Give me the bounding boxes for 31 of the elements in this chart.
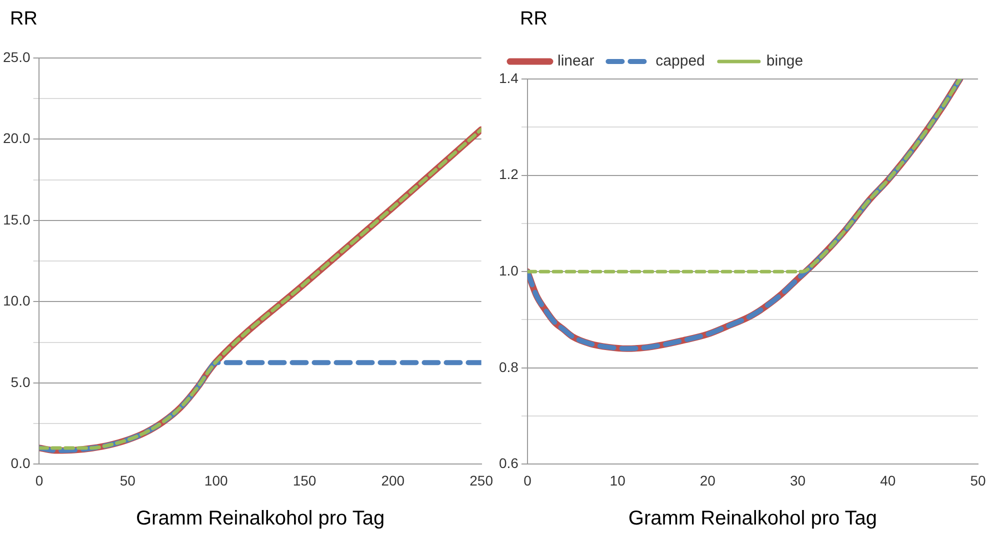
y-tick-label: 1.2: [498, 166, 519, 182]
y-axis-title: RR: [520, 8, 548, 30]
y-tick-label: 0.0: [10, 455, 30, 472]
x-tick-label: 200: [381, 472, 405, 488]
x-axis-title: Gramm Reinalkohol pro Tag: [628, 508, 878, 530]
x-tick-label: 40: [880, 472, 896, 488]
y-tick-label: 15.0: [3, 211, 30, 228]
y-tick-label: 20.0: [3, 130, 30, 146]
x-tick-label: 100: [204, 472, 228, 488]
y-tick-label: 25.0: [3, 48, 30, 65]
legend-label: binge: [766, 52, 804, 70]
legend-label: capped: [656, 52, 705, 70]
x-tick-label: 0: [524, 472, 532, 488]
y-tick-label: 0.6: [498, 455, 519, 472]
x-tick-label: 150: [292, 472, 316, 488]
line-series: [527, 79, 962, 274]
x-axis-title: Gramm Reinalkohol pro Tag: [136, 508, 385, 530]
y-tick-label: 1.0: [498, 262, 519, 278]
x-tick-label: 50: [120, 472, 136, 488]
y-tick-label: 0.8: [498, 358, 519, 375]
y-axis-title: RR: [10, 8, 38, 30]
x-tick-label: 10: [610, 472, 626, 488]
x-tick-label: 50: [970, 472, 986, 488]
x-tick-label: 0: [35, 472, 44, 488]
y-tick-label: 10.0: [3, 292, 30, 309]
x-tick-label: 20: [700, 472, 716, 488]
x-tick-label: 30: [790, 472, 806, 488]
x-tick-label: 250: [470, 472, 494, 488]
legend-label: linear: [558, 52, 594, 70]
y-tick-label: 1.4: [498, 70, 519, 86]
y-tick-label: 5.0: [10, 374, 30, 390]
